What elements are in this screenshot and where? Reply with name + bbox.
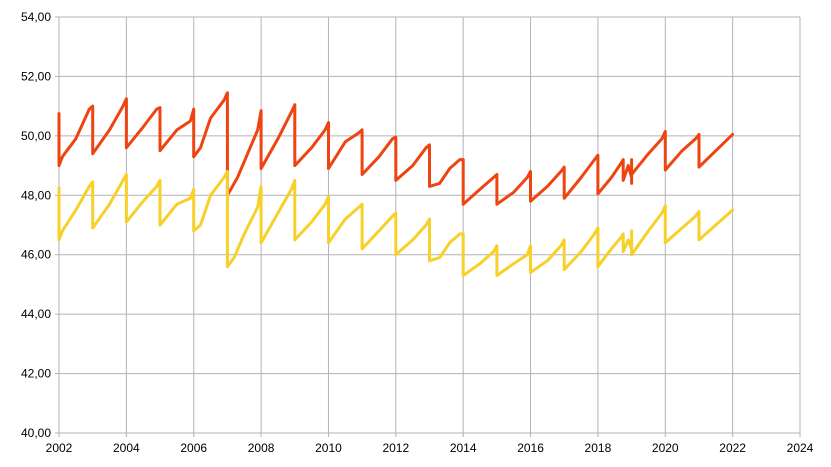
x-tick-label: 2008 [248,441,275,455]
x-tick-label: 2018 [585,441,612,455]
y-axis-tick-labels: 40,00 42,00 44,00 46,00 48,00 50,00 52,00 54,00 [21,10,51,440]
series-line-2 [57,170,735,277]
y-tick-label: 44,00 [21,307,51,321]
x-tick-label: 2010 [315,441,342,455]
x-tick-label: 2022 [719,441,746,455]
y-tick-label: 48,00 [21,188,51,202]
y-tick-label: 40,00 [21,426,51,440]
y-tick-label: 50,00 [21,129,51,143]
x-tick-label: 2002 [46,441,73,455]
x-tick-label: 2016 [517,441,544,455]
grid-lines [55,16,801,437]
x-axis-tick-labels: 2002 2004 2006 2008 2010 2012 2014 2016 2018 2020… [46,441,814,455]
y-tick-label: 52,00 [21,69,51,83]
y-tick-label: 42,00 [21,367,51,381]
x-tick-label: 2006 [180,441,207,455]
y-tick-label: 54,00 [21,10,51,24]
x-tick-label: 2014 [450,441,477,455]
y-tick-label: 46,00 [21,248,51,262]
series-line-1 [57,91,735,206]
series-lines [57,91,735,277]
x-tick-label: 2024 [787,441,814,455]
x-tick-label: 2012 [382,441,409,455]
x-tick-label: 2004 [113,441,140,455]
x-tick-label: 2020 [652,441,679,455]
